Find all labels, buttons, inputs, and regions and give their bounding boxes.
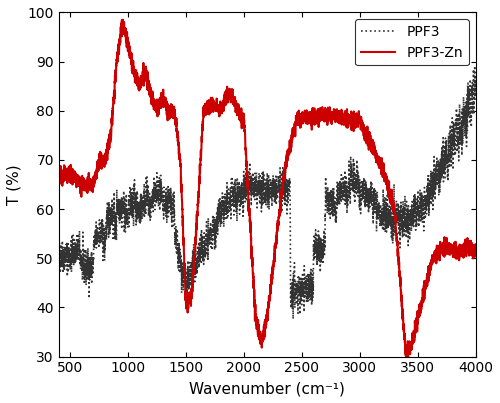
PPF3 — [290, 316, 296, 321]
PPF3-Zn — [433, 253, 439, 258]
PPF3 — [56, 249, 62, 254]
PPF3-Zn — [308, 116, 314, 121]
X-axis label: Wavenumber (cm⁻¹): Wavenumber (cm⁻¹) — [189, 381, 345, 396]
Line: PPF3-Zn: PPF3-Zn — [58, 20, 476, 361]
PPF3-Zn — [120, 17, 126, 22]
PPF3 — [172, 234, 178, 239]
Line: PPF3: PPF3 — [58, 66, 476, 319]
Y-axis label: T (%): T (%) — [7, 164, 22, 205]
PPF3-Zn — [472, 249, 478, 254]
PPF3 — [145, 202, 151, 207]
PPF3 — [472, 83, 478, 88]
Legend: PPF3, PPF3-Zn: PPF3, PPF3-Zn — [355, 19, 469, 65]
PPF3-Zn — [145, 80, 151, 85]
PPF3 — [308, 283, 314, 288]
PPF3 — [472, 64, 478, 69]
PPF3-Zn — [172, 115, 178, 120]
PPF3 — [433, 164, 439, 169]
PPF3-Zn — [315, 110, 321, 115]
PPF3-Zn — [56, 177, 62, 181]
PPF3 — [472, 90, 478, 95]
PPF3-Zn — [403, 358, 409, 363]
PPF3-Zn — [472, 242, 478, 247]
PPF3 — [315, 243, 321, 248]
